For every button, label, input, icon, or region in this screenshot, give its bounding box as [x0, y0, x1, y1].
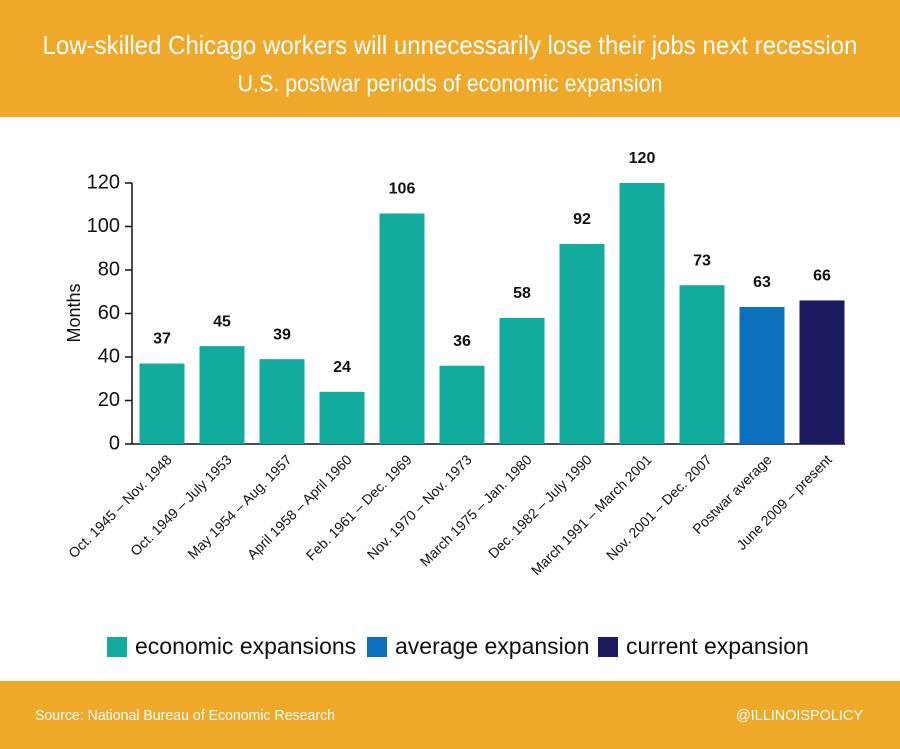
x-tick-label: Dec. 1982 – July 1990: [485, 451, 595, 561]
credit: @ILLINOISPOLICY: [736, 707, 863, 724]
bar: [139, 363, 185, 444]
y-tick-label: 0: [109, 432, 120, 454]
source-note: Source: National Bureau of Economic Rese…: [35, 707, 335, 724]
data-label: 36: [453, 333, 471, 350]
bar: [199, 346, 245, 444]
legend-swatch: [107, 637, 127, 657]
y-tick-label: 60: [98, 302, 120, 324]
bar: [439, 365, 485, 444]
bar: [619, 183, 665, 444]
legend-swatch: [367, 637, 387, 657]
y-tick-label: 80: [98, 258, 120, 280]
data-label: 92: [573, 211, 591, 228]
legend-label: average expansion: [395, 633, 589, 659]
x-tick-label: March 1975 – Jan. 1980: [417, 451, 535, 569]
data-label: 120: [629, 150, 656, 167]
x-tick-label: Nov. 2001 – Dec. 2007: [603, 451, 715, 563]
data-label: 106: [389, 181, 416, 198]
data-label: 24: [333, 359, 351, 376]
data-label: 66: [813, 268, 831, 285]
bar: [499, 317, 545, 444]
y-tick-label: 20: [98, 389, 120, 411]
data-label: 45: [213, 313, 231, 330]
legend-label: current expansion: [626, 633, 809, 659]
data-label: 37: [153, 331, 171, 348]
x-tick-label: Feb. 1961 – Dec. 1969: [303, 451, 415, 563]
y-tick-label: 100: [87, 215, 120, 237]
header-band: [0, 0, 900, 117]
legend-swatch: [598, 637, 618, 657]
bar: [739, 306, 785, 444]
x-tick-label: April 1958 – April 1960: [244, 451, 355, 562]
y-axis-title: Months: [64, 283, 84, 342]
x-tick-label: May 1954 – Aug. 1957: [184, 451, 295, 562]
bar: [259, 359, 305, 444]
bar: [679, 285, 725, 444]
x-tick-label: March 1991 – March 2001: [528, 451, 655, 578]
y-tick-label: 40: [98, 345, 120, 367]
data-label: 63: [753, 274, 771, 291]
footer-band: [0, 681, 900, 749]
bar: [379, 213, 425, 444]
legend-label: economic expansions: [135, 633, 356, 659]
x-tick-label: Oct. 1945 – Nov. 1948: [65, 451, 175, 561]
data-label: 58: [513, 285, 531, 302]
y-tick-label: 120: [87, 171, 120, 193]
x-tick-label: Nov. 1970 – Nov. 1973: [364, 451, 475, 562]
bar: [559, 243, 605, 444]
chart-title: Low-skilled Chicago workers will unneces…: [43, 30, 858, 60]
data-label: 73: [693, 252, 711, 269]
chart-subtitle: U.S. postwar periods of economic expansi…: [238, 70, 663, 97]
data-label: 39: [273, 326, 291, 343]
x-tick-label: Oct. 1949 – July 1953: [127, 451, 235, 559]
bar: [799, 300, 845, 444]
bar: [319, 391, 365, 444]
